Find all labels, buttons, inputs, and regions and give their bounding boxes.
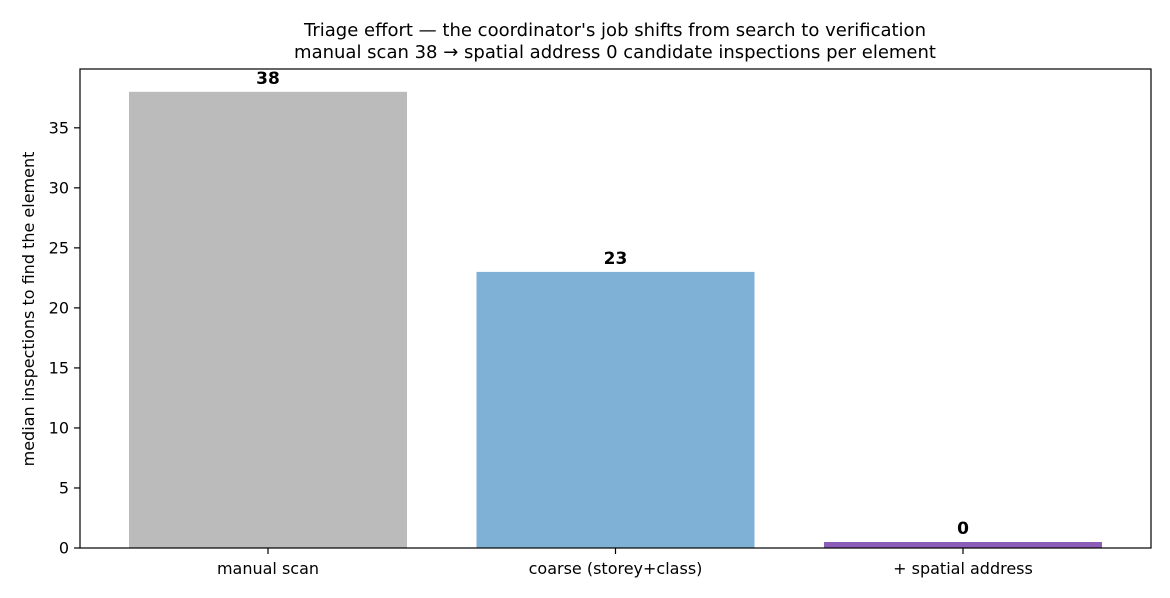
y-tick-label-4: 20 bbox=[49, 298, 69, 317]
y-tick-label-6: 30 bbox=[49, 178, 69, 197]
data-label-1: 23 bbox=[604, 249, 628, 269]
data-label-2: 0 bbox=[957, 519, 969, 539]
y-axis: 0 5 10 15 20 25 30 35 bbox=[49, 118, 80, 558]
x-tick-label-2: + spatial address bbox=[893, 559, 1033, 578]
y-tick-label-7: 35 bbox=[49, 118, 69, 137]
y-tick-label-5: 25 bbox=[49, 238, 69, 257]
chart-subtitle: manual scan 38 → spatial address 0 candi… bbox=[294, 42, 936, 63]
y-tick-label-1: 5 bbox=[59, 478, 69, 497]
x-tick-label-0: manual scan bbox=[217, 559, 319, 578]
y-tick-label-3: 15 bbox=[49, 358, 69, 377]
bar-0 bbox=[129, 91, 407, 549]
chart-title: Triage effort — the coordinator's job sh… bbox=[303, 20, 926, 41]
y-axis-label: median inspections to find the element bbox=[19, 152, 38, 467]
y-tick-label-0: 0 bbox=[59, 539, 69, 558]
y-tick-label-2: 10 bbox=[49, 418, 69, 437]
x-axis: manual scan coarse (storey+class) + spatia… bbox=[217, 548, 1033, 578]
bar-2 bbox=[824, 542, 1102, 548]
plot-frame bbox=[79, 68, 1152, 549]
bars-group bbox=[129, 91, 1102, 549]
x-tick-label-1: coarse (storey+class) bbox=[529, 559, 703, 578]
data-labels-group: 38 23 0 bbox=[256, 69, 969, 539]
bar-1 bbox=[476, 271, 755, 548]
data-label-0: 38 bbox=[256, 69, 280, 89]
